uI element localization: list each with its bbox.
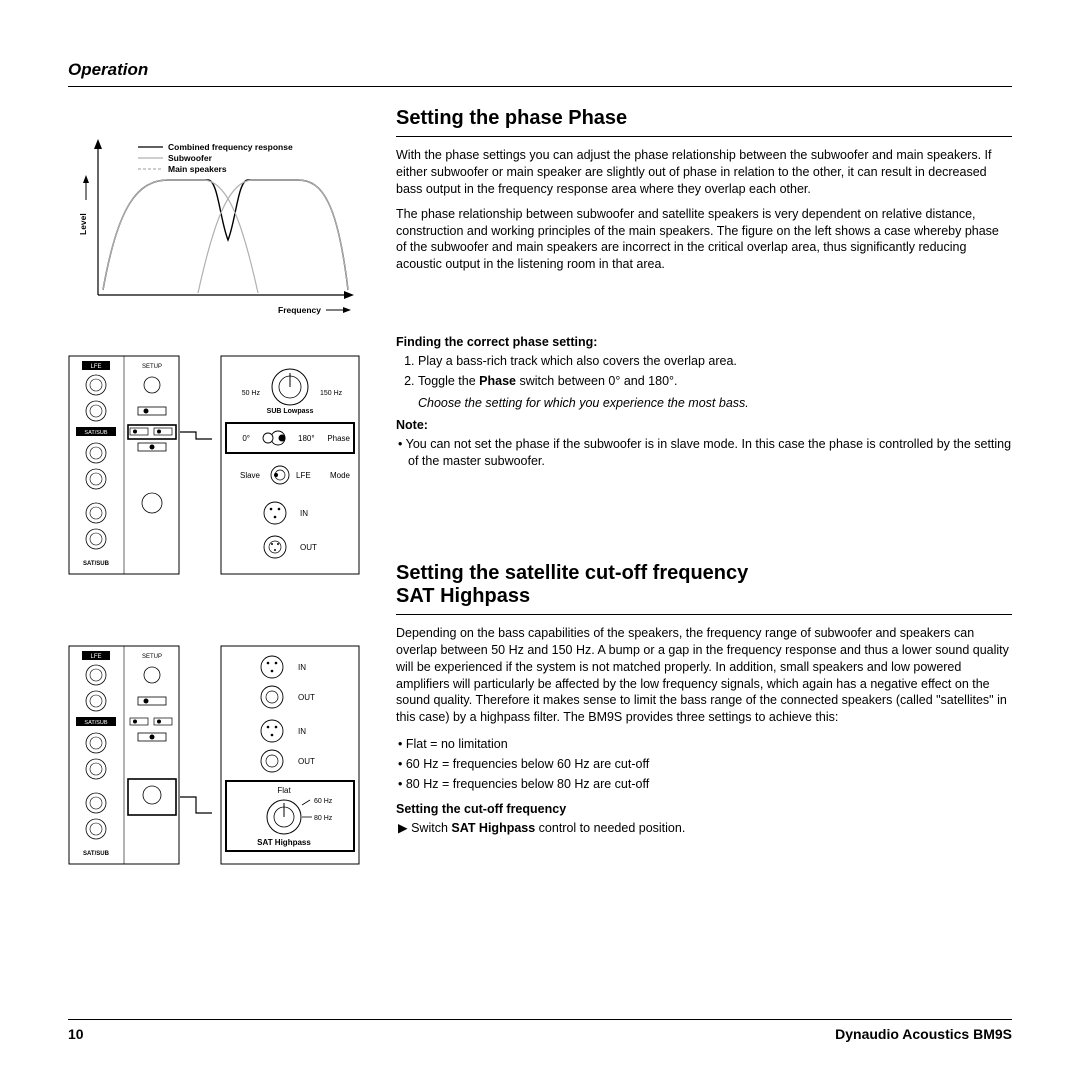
svg-text:IN: IN: [298, 727, 306, 736]
finding-steps: Play a bass-rich track which also covers…: [396, 353, 1012, 390]
svg-text:Flat: Flat: [277, 786, 291, 795]
svg-text:SAT/SUB: SAT/SUB: [83, 561, 110, 567]
legend-subwoofer: Subwoofer: [168, 153, 213, 163]
svg-text:60 Hz: 60 Hz: [314, 798, 333, 805]
right-column: Setting the phase Phase With the phase s…: [396, 107, 1012, 865]
x-axis-label: Frequency: [278, 305, 321, 315]
section2-title: Setting the satellite cut-off frequency …: [396, 562, 1012, 608]
svg-text:SAT/SUB: SAT/SUB: [84, 430, 107, 436]
svg-text:OUT: OUT: [298, 757, 315, 766]
page-number: 10: [68, 1026, 84, 1042]
setting-cutoff-title: Setting the cut-off frequency: [396, 802, 1012, 816]
left-column: Combined frequency response Subwoofer Ma…: [68, 107, 368, 865]
svg-text:Phase: Phase: [327, 434, 350, 443]
section1-title: Setting the phase Phase: [396, 107, 1012, 130]
phase-panel-diagram: LFE SETUP SAT/SUB: [68, 355, 368, 575]
svg-text:SAT Highpass: SAT Highpass: [257, 838, 311, 847]
bullet-flat: Flat = no limitation: [410, 734, 1012, 754]
step-1: Play a bass-rich track which also covers…: [418, 353, 1012, 371]
svg-text:OUT: OUT: [298, 693, 315, 702]
section1-rule: [396, 136, 1012, 137]
svg-text:LFE: LFE: [90, 364, 101, 370]
svg-text:IN: IN: [298, 663, 306, 672]
svg-text:Mode: Mode: [330, 471, 351, 480]
section-header: Operation: [68, 60, 1012, 80]
step-2: Toggle the Phase switch between 0° and 1…: [418, 373, 1012, 391]
setting-cutoff-action: ▶ Switch SAT Highpass control to needed …: [410, 820, 1012, 835]
legend-main: Main speakers: [168, 164, 227, 174]
bullet-80hz: 80 Hz = frequencies below 80 Hz are cut-…: [410, 774, 1012, 794]
bullet-60hz: 60 Hz = frequencies below 60 Hz are cut-…: [410, 754, 1012, 774]
svg-text:SAT/SUB: SAT/SUB: [83, 851, 110, 857]
svg-text:SAT/SUB: SAT/SUB: [84, 720, 107, 726]
svg-text:180°: 180°: [298, 434, 315, 443]
note-body: • You can not set the phase if the subwo…: [408, 436, 1012, 470]
svg-text:SETUP: SETUP: [142, 364, 162, 370]
svg-text:150 Hz: 150 Hz: [320, 390, 343, 397]
page-footer: 10 Dynaudio Acoustics BM9S: [68, 1019, 1012, 1042]
svg-text:SETUP: SETUP: [142, 654, 162, 660]
highpass-panel-diagram: LFE SETUP SAT/SUB: [68, 645, 368, 865]
doc-title: Dynaudio Acoustics BM9S: [835, 1026, 1012, 1042]
svg-text:IN: IN: [300, 509, 308, 518]
finding-title: Finding the correct phase setting:: [396, 335, 1012, 349]
phase-response-graph: Combined frequency response Subwoofer Ma…: [68, 125, 368, 325]
svg-text:LFE: LFE: [296, 471, 311, 480]
section2-para1: Depending on the bass capabilities of th…: [396, 625, 1012, 726]
section1-para1: With the phase settings you can adjust t…: [396, 147, 1012, 198]
svg-text:SUB Lowpass: SUB Lowpass: [267, 408, 314, 415]
svg-text:LFE: LFE: [90, 654, 101, 660]
y-axis-label: Level: [78, 213, 88, 235]
section1-para2: The phase relationship between subwoofer…: [396, 206, 1012, 274]
svg-text:80 Hz: 80 Hz: [314, 815, 333, 822]
section2-bullets: Flat = no limitation 60 Hz = frequencies…: [410, 734, 1012, 794]
note-label: Note:: [396, 418, 1012, 432]
header-rule: [68, 86, 1012, 87]
section2-rule: [396, 614, 1012, 615]
svg-text:50 Hz: 50 Hz: [242, 390, 261, 397]
legend-combined: Combined frequency response: [168, 142, 293, 152]
step-italic: Choose the setting for which you experie…: [418, 396, 1012, 410]
svg-text:OUT: OUT: [300, 543, 317, 552]
svg-text:0°: 0°: [242, 434, 250, 443]
svg-text:Slave: Slave: [240, 471, 261, 480]
